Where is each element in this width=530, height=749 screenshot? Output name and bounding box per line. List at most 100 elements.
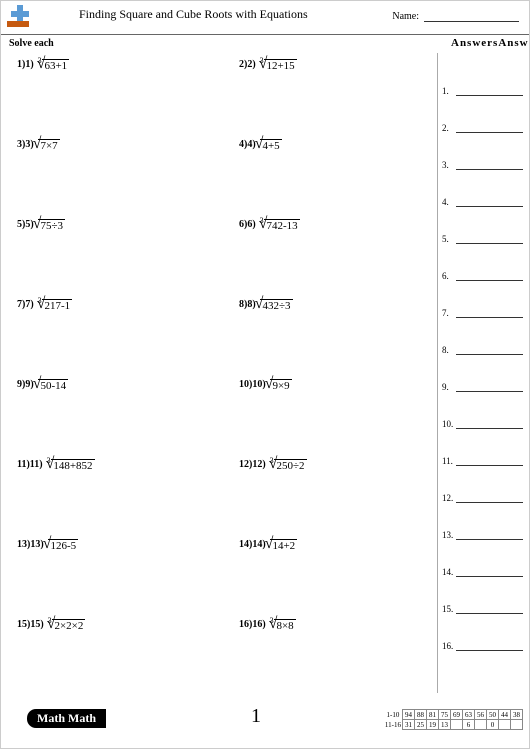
answer-line[interactable] [456, 317, 523, 318]
instruction-text: Solve each [9, 38, 54, 49]
answer-row-16: 16. [438, 614, 529, 651]
answer-line[interactable] [456, 391, 523, 392]
answer-row-11: 11. [438, 429, 529, 466]
score-cell [499, 720, 511, 730]
answer-number: 2. [442, 123, 456, 133]
problem-12: 12)12)3√250÷2 [239, 453, 419, 473]
problems-area: 1)1)3√63+1 2)2)3√12+15 3)3)√7×7 4)4)√4+5 5)5… [9, 53, 389, 693]
problem-3: 3)3)√7×7 [17, 133, 197, 153]
root-expression: √14+2 [267, 537, 298, 553]
score-grid: 1-10 94888175696356504438 11-16 31251913… [383, 709, 523, 730]
problem-number: 15)15) [17, 619, 44, 630]
problem-number: 2)2) [239, 59, 256, 70]
radicand: 4+5 [260, 139, 281, 153]
score-cell: 88 [415, 710, 427, 720]
answer-number: 7. [442, 308, 456, 318]
page-number: 1 [251, 705, 261, 728]
root-index: 3 [38, 296, 42, 305]
problem-1: 1)1)3√63+1 [17, 53, 197, 73]
root-index: 3 [47, 456, 51, 465]
answer-row-15: 15. [438, 577, 529, 614]
root-expression: √4+5 [257, 137, 282, 153]
answer-line[interactable] [456, 354, 523, 355]
answer-line[interactable] [456, 243, 523, 244]
answer-number: 3. [442, 160, 456, 170]
score-row-2: 11-16 3125191360 [383, 720, 523, 730]
answer-number: 6. [442, 271, 456, 281]
name-input-line[interactable] [424, 21, 519, 22]
answer-line[interactable] [456, 650, 523, 651]
root-index: 3 [270, 456, 274, 465]
answer-line[interactable] [456, 502, 523, 503]
root-index: 3 [48, 616, 52, 625]
score-cell: 6 [463, 720, 475, 730]
score-cell: 44 [499, 710, 511, 720]
answers-column: 1.2.3.4.5.6.7.8.9.10.11.12.13.14.15.16. [437, 53, 529, 693]
score-cell: 19 [427, 720, 439, 730]
problem-number: 7)7) [17, 299, 34, 310]
problem-13: 13)13)√126-5 [17, 533, 197, 553]
answer-row-9: 9. [438, 355, 529, 392]
answer-line[interactable] [456, 539, 523, 540]
answer-number: 11. [442, 456, 456, 466]
name-label: Name: [392, 11, 419, 22]
answer-number: 1. [442, 86, 456, 96]
problem-number: 12)12) [239, 459, 266, 470]
radicand: 148+852 [51, 459, 94, 473]
problem-number: 13)13) [17, 539, 44, 550]
root-expression: √50-14 [35, 377, 68, 393]
answer-row-13: 13. [438, 503, 529, 540]
problem-15: 15)15)3√2×2×2 [17, 613, 197, 633]
score-cell: 31 [403, 720, 415, 730]
score-row-1: 1-10 94888175696356504438 [383, 710, 523, 720]
problem-5: 5)5)√75÷3 [17, 213, 197, 233]
answer-line[interactable] [456, 132, 523, 133]
score-cell: 63 [463, 710, 475, 720]
answer-row-4: 4. [438, 170, 529, 207]
root-expression: 3√148+852 [44, 457, 95, 473]
score-cell: 50 [487, 710, 499, 720]
worksheet-title: Finding Square and Cube Roots with Equat… [79, 7, 308, 22]
problem-4: 4)4)√4+5 [239, 133, 419, 153]
footer-brand: Math Math [27, 709, 106, 728]
problem-number: 5)5) [17, 219, 34, 230]
problem-number: 4)4) [239, 139, 256, 150]
answer-line[interactable] [456, 613, 523, 614]
answer-line[interactable] [456, 95, 523, 96]
answer-line[interactable] [456, 428, 523, 429]
logo-icon [5, 3, 39, 36]
problem-number: 3)3) [17, 139, 34, 150]
answer-line[interactable] [456, 576, 523, 577]
worksheet-page: Finding Square and Cube Roots with Equat… [0, 0, 530, 749]
root-expression: √7×7 [35, 137, 60, 153]
problem-6: 6)6)3√742-13 [239, 213, 419, 233]
answer-number: 12. [442, 493, 456, 503]
radicand: 12+15 [264, 59, 296, 73]
answer-row-3: 3. [438, 133, 529, 170]
problem-number: 14)14) [239, 539, 266, 550]
problem-number: 11)11) [17, 459, 43, 470]
root-expression: 3√2×2×2 [45, 617, 86, 633]
root-expression: 3√12+15 [257, 57, 297, 73]
root-expression: 3√250÷2 [267, 457, 307, 473]
radicand: 217-1 [42, 299, 72, 313]
problem-8: 8)8)√432÷3 [239, 293, 419, 313]
answer-line[interactable] [456, 465, 523, 466]
score-cell [451, 720, 463, 730]
answer-row-14: 14. [438, 540, 529, 577]
problem-10: 10)10)√9×9 [239, 373, 419, 393]
problem-number: 6)6) [239, 219, 256, 230]
answers-header: AnswersAnswers [451, 37, 529, 49]
problem-number: 10)10) [239, 379, 266, 390]
score-cell: 75 [439, 710, 451, 720]
radicand: 126-5 [48, 539, 78, 553]
header: Finding Square and Cube Roots with Equat… [1, 1, 529, 35]
answer-line[interactable] [456, 169, 523, 170]
score-cell [511, 720, 523, 730]
problem-16: 16)16)3√8×8 [239, 613, 419, 633]
answer-number: 14. [442, 567, 456, 577]
answer-line[interactable] [456, 280, 523, 281]
answer-line[interactable] [456, 206, 523, 207]
problem-9: 9)9)√50-14 [17, 373, 197, 393]
root-index: 3 [260, 216, 264, 225]
